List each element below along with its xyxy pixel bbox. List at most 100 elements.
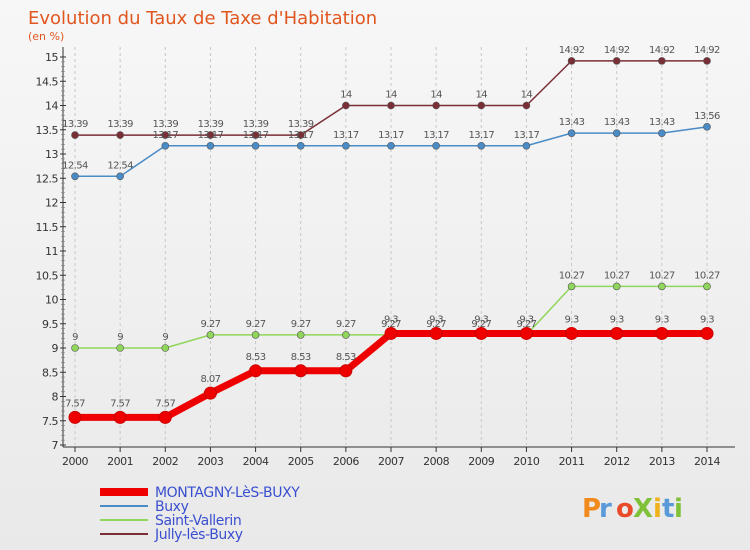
x-tick-label: 2008 [423, 455, 449, 468]
data-label: 9 [162, 332, 168, 343]
data-point [429, 326, 443, 340]
data-label: 13.43 [559, 117, 585, 128]
data-label: 13.39 [288, 119, 314, 130]
y-tick-label: 12 [45, 197, 58, 210]
data-point [658, 282, 666, 291]
data-point [161, 141, 170, 150]
data-label: 9.27 [471, 319, 491, 330]
data-point [474, 326, 488, 340]
data-label: 9.3 [519, 314, 533, 325]
data-point [477, 101, 486, 110]
data-label: 13.17 [333, 130, 359, 141]
data-label: 9.3 [565, 314, 579, 325]
data-point [703, 282, 711, 291]
data-label: 10.27 [649, 270, 675, 281]
data-point [522, 141, 531, 150]
data-label: 9.27 [426, 319, 446, 330]
logo-letter: i [653, 494, 662, 524]
data-label: 7.57 [65, 398, 85, 409]
data-point [71, 344, 79, 352]
data-label: 14 [521, 90, 533, 101]
data-point [612, 57, 621, 65]
data-point [206, 331, 215, 339]
x-tick-label: 2000 [62, 455, 88, 468]
x-tick-label: 2005 [288, 455, 314, 468]
data-point [158, 410, 172, 424]
legend-label: MONTAGNY-LèS-BUXY [155, 485, 300, 501]
data-point [567, 129, 576, 137]
y-tick-label: 7.5 [42, 415, 58, 428]
legend-label: Jully-lès-Buxy [154, 527, 243, 543]
y-tick-label: 7 [52, 439, 59, 452]
data-label: 13.17 [514, 130, 540, 141]
data-label: 9 [117, 332, 123, 343]
data-label: 8.07 [200, 374, 220, 385]
data-point [113, 410, 127, 424]
data-point [161, 344, 170, 352]
data-label: 12.54 [62, 160, 88, 171]
data-label: 9.27 [381, 319, 401, 330]
x-tick-label: 2001 [107, 455, 133, 468]
data-point [432, 101, 440, 110]
x-tick-label: 2006 [333, 455, 359, 468]
data-point [658, 129, 666, 137]
data-label: 9.3 [655, 314, 669, 325]
data-label: 8.53 [336, 352, 356, 363]
logo-letter: i [674, 494, 683, 524]
data-label: 13.17 [243, 130, 269, 141]
data-label: 13.17 [288, 130, 314, 141]
data-label: 12.54 [107, 160, 133, 171]
grid [74, 47, 708, 445]
data-point [71, 172, 79, 181]
data-label: 13.39 [198, 119, 224, 130]
y-tick-label: 14 [45, 100, 58, 113]
data-point [296, 141, 305, 150]
y-tick-label: 10.5 [36, 269, 59, 282]
data-label: 9.3 [384, 314, 398, 325]
data-point [387, 141, 395, 150]
y-tick-label: 13 [45, 148, 58, 161]
data-label: 9.27 [200, 319, 220, 330]
data-label: 9.3 [610, 314, 624, 325]
data-label: 14.92 [604, 45, 630, 56]
x-tick-label: 2013 [649, 455, 675, 468]
data-point [71, 131, 79, 139]
data-label: 14.92 [694, 45, 720, 56]
y-tick-label: 10 [45, 294, 58, 307]
y-tick-label: 9.5 [42, 318, 58, 331]
logo-letter: P [582, 494, 601, 524]
data-label: 13.43 [604, 117, 630, 128]
data-point [68, 410, 82, 424]
data-point [342, 101, 350, 110]
data-point [522, 101, 531, 110]
data-point [203, 386, 217, 400]
data-point [519, 326, 533, 340]
x-tick-label: 2003 [197, 455, 223, 468]
y-tick-label: 15 [45, 51, 58, 64]
data-label: 14.92 [559, 45, 585, 56]
data-label: 13.17 [468, 130, 494, 141]
data-point [700, 326, 714, 340]
y-tick-label: 8 [52, 391, 59, 404]
x-tick-label: 2011 [559, 455, 585, 468]
data-point [296, 131, 305, 139]
data-point [342, 141, 350, 150]
x-tick-label: 2002 [152, 455, 178, 468]
data-point [206, 141, 215, 150]
data-label: 8.53 [291, 352, 311, 363]
data-point [294, 364, 308, 378]
data-label: 9.27 [291, 319, 311, 330]
data-point [116, 344, 124, 352]
data-point [249, 364, 263, 378]
data-label: 10.27 [694, 270, 720, 281]
data-label: 10.27 [559, 270, 585, 281]
data-point [296, 331, 305, 339]
data-point [477, 141, 486, 150]
x-tick-label: 2014 [694, 455, 720, 468]
logo-letter: X [633, 494, 653, 524]
data-label: 14 [385, 90, 397, 101]
data-label: 13.39 [243, 119, 269, 130]
data-label: 14 [430, 90, 442, 101]
